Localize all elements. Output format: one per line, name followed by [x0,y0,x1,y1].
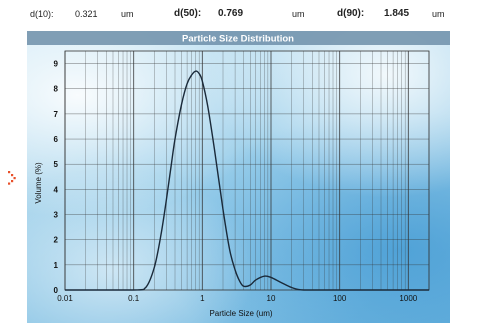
d50-label: d(50): [174,8,202,19]
d10-unit: um [121,9,134,19]
plot-frame [64,50,430,291]
d90-unit: um [432,9,445,19]
y-tick-label: 9 [54,60,59,69]
x-tick-label: 10 [267,294,276,303]
chart-panel: Particle Size Distribution 0 1 2 3 4 5 6 7 8 9 0.… [27,31,450,323]
d50-unit: um [292,9,305,19]
y-axis-ticks: 0 1 2 3 4 5 6 7 8 9 [54,60,59,295]
dotted-diamond-icon [8,171,16,185]
x-tick-label: 100 [333,294,347,303]
y-tick-label: 4 [54,185,59,194]
x-axis-ticks: 0.01 0.1 1 10 100 1000 [57,294,418,303]
y-tick-label: 5 [54,160,59,169]
statistics-bar: d(10): 0.321 um d(50): 0.769 um d(90): 1… [0,0,477,30]
y-tick-label: 3 [54,211,59,220]
title-bar [27,31,450,45]
y-tick-label: 0 [54,286,59,295]
x-tick-label: 0.01 [57,294,73,303]
y-tick-label: 7 [54,110,59,119]
y-tick-label: 1 [54,261,59,270]
x-tick-label: 1000 [399,294,417,303]
x-axis-label: Particle Size (um) [209,309,272,318]
series-line [65,70,429,291]
x-tick-label: 1 [200,294,205,303]
particle-size-chart: Particle Size Distribution 0 1 2 3 4 5 6 7 8 9 0.… [27,31,450,318]
y-tick-label: 2 [54,236,59,245]
d90-label: d(90): [337,8,365,19]
chart-title: Particle Size Distribution [182,34,294,45]
y-tick-label: 6 [54,135,59,144]
d50-value: 0.769 [218,8,244,19]
y-tick-label: 8 [54,85,59,94]
d10-label: d(10): [30,9,54,19]
x-tick-label: 0.1 [128,294,140,303]
grid [64,50,430,291]
y-axis-label: Volume (%) [34,162,43,204]
d10-value: 0.321 [75,9,98,19]
d90-value: 1.845 [384,8,410,19]
